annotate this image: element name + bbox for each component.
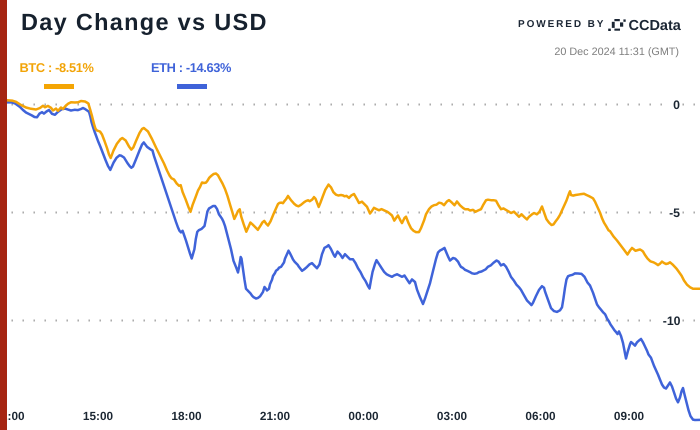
svg-text:21:00: 21:00 (260, 409, 291, 423)
svg-text:-10: -10 (663, 314, 681, 328)
svg-text:18:00: 18:00 (171, 409, 202, 423)
svg-text:CCData: CCData (629, 18, 682, 34)
svg-text:-5: -5 (669, 206, 680, 220)
svg-text:0: 0 (673, 98, 680, 112)
svg-text:03:00: 03:00 (437, 409, 468, 423)
svg-text:00:00: 00:00 (348, 409, 379, 423)
svg-text:09:00: 09:00 (614, 409, 645, 423)
svg-text:15:00: 15:00 (83, 409, 114, 423)
svg-text:06:00: 06:00 (525, 409, 556, 423)
